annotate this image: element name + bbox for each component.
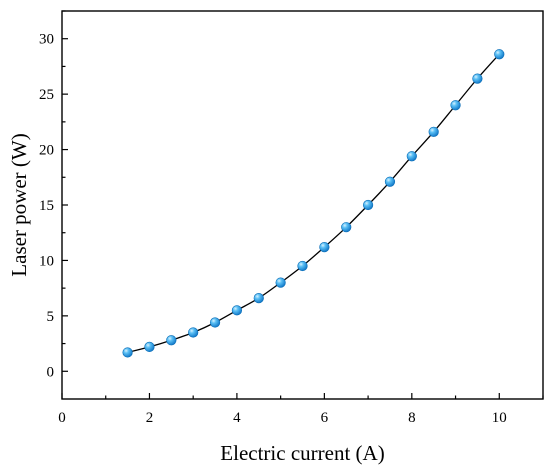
data-point: [122, 347, 133, 358]
y-tick-label: 20: [39, 143, 54, 159]
y-tick-label: 30: [39, 32, 54, 48]
data-point: [297, 260, 308, 272]
data-point: [319, 242, 330, 253]
data-point: [144, 341, 155, 352]
data-point: [362, 199, 374, 211]
y-axis: 0 5 10 15 20 25 30: [39, 10, 68, 380]
data-point: [231, 305, 243, 316]
x-axis-title: Electric current (A): [220, 441, 384, 465]
data-point: [384, 176, 396, 187]
data-point: [341, 222, 352, 233]
data-point: [166, 335, 177, 346]
data-point: [494, 49, 505, 60]
x-tick-label: 4: [233, 410, 241, 426]
data-point: [406, 151, 417, 162]
data-point: [428, 126, 439, 137]
data-markers: [122, 49, 505, 358]
x-tick-label: 8: [408, 410, 416, 426]
x-tick-label: 6: [321, 410, 329, 426]
plot-frame: [61, 10, 544, 400]
data-point: [253, 293, 264, 304]
x-tick-label: 2: [146, 410, 154, 426]
data-point: [209, 317, 221, 328]
y-tick-label: 5: [47, 309, 55, 325]
y-tick-label: 25: [39, 87, 54, 103]
y-axis-title: Laser power (W): [7, 133, 31, 276]
y-tick-label: 0: [47, 364, 55, 380]
series-line: [127, 53, 500, 354]
y-tick-label: 10: [39, 253, 54, 269]
data-point: [450, 100, 461, 111]
y-tick-label: 15: [39, 198, 54, 214]
data-point: [188, 327, 199, 338]
x-tick-label: 10: [492, 410, 507, 426]
x-tick-label: 0: [58, 410, 66, 426]
data-point: [275, 277, 286, 288]
data-point: [472, 73, 483, 84]
x-axis: 0 2 4 6 8 10: [58, 393, 544, 426]
